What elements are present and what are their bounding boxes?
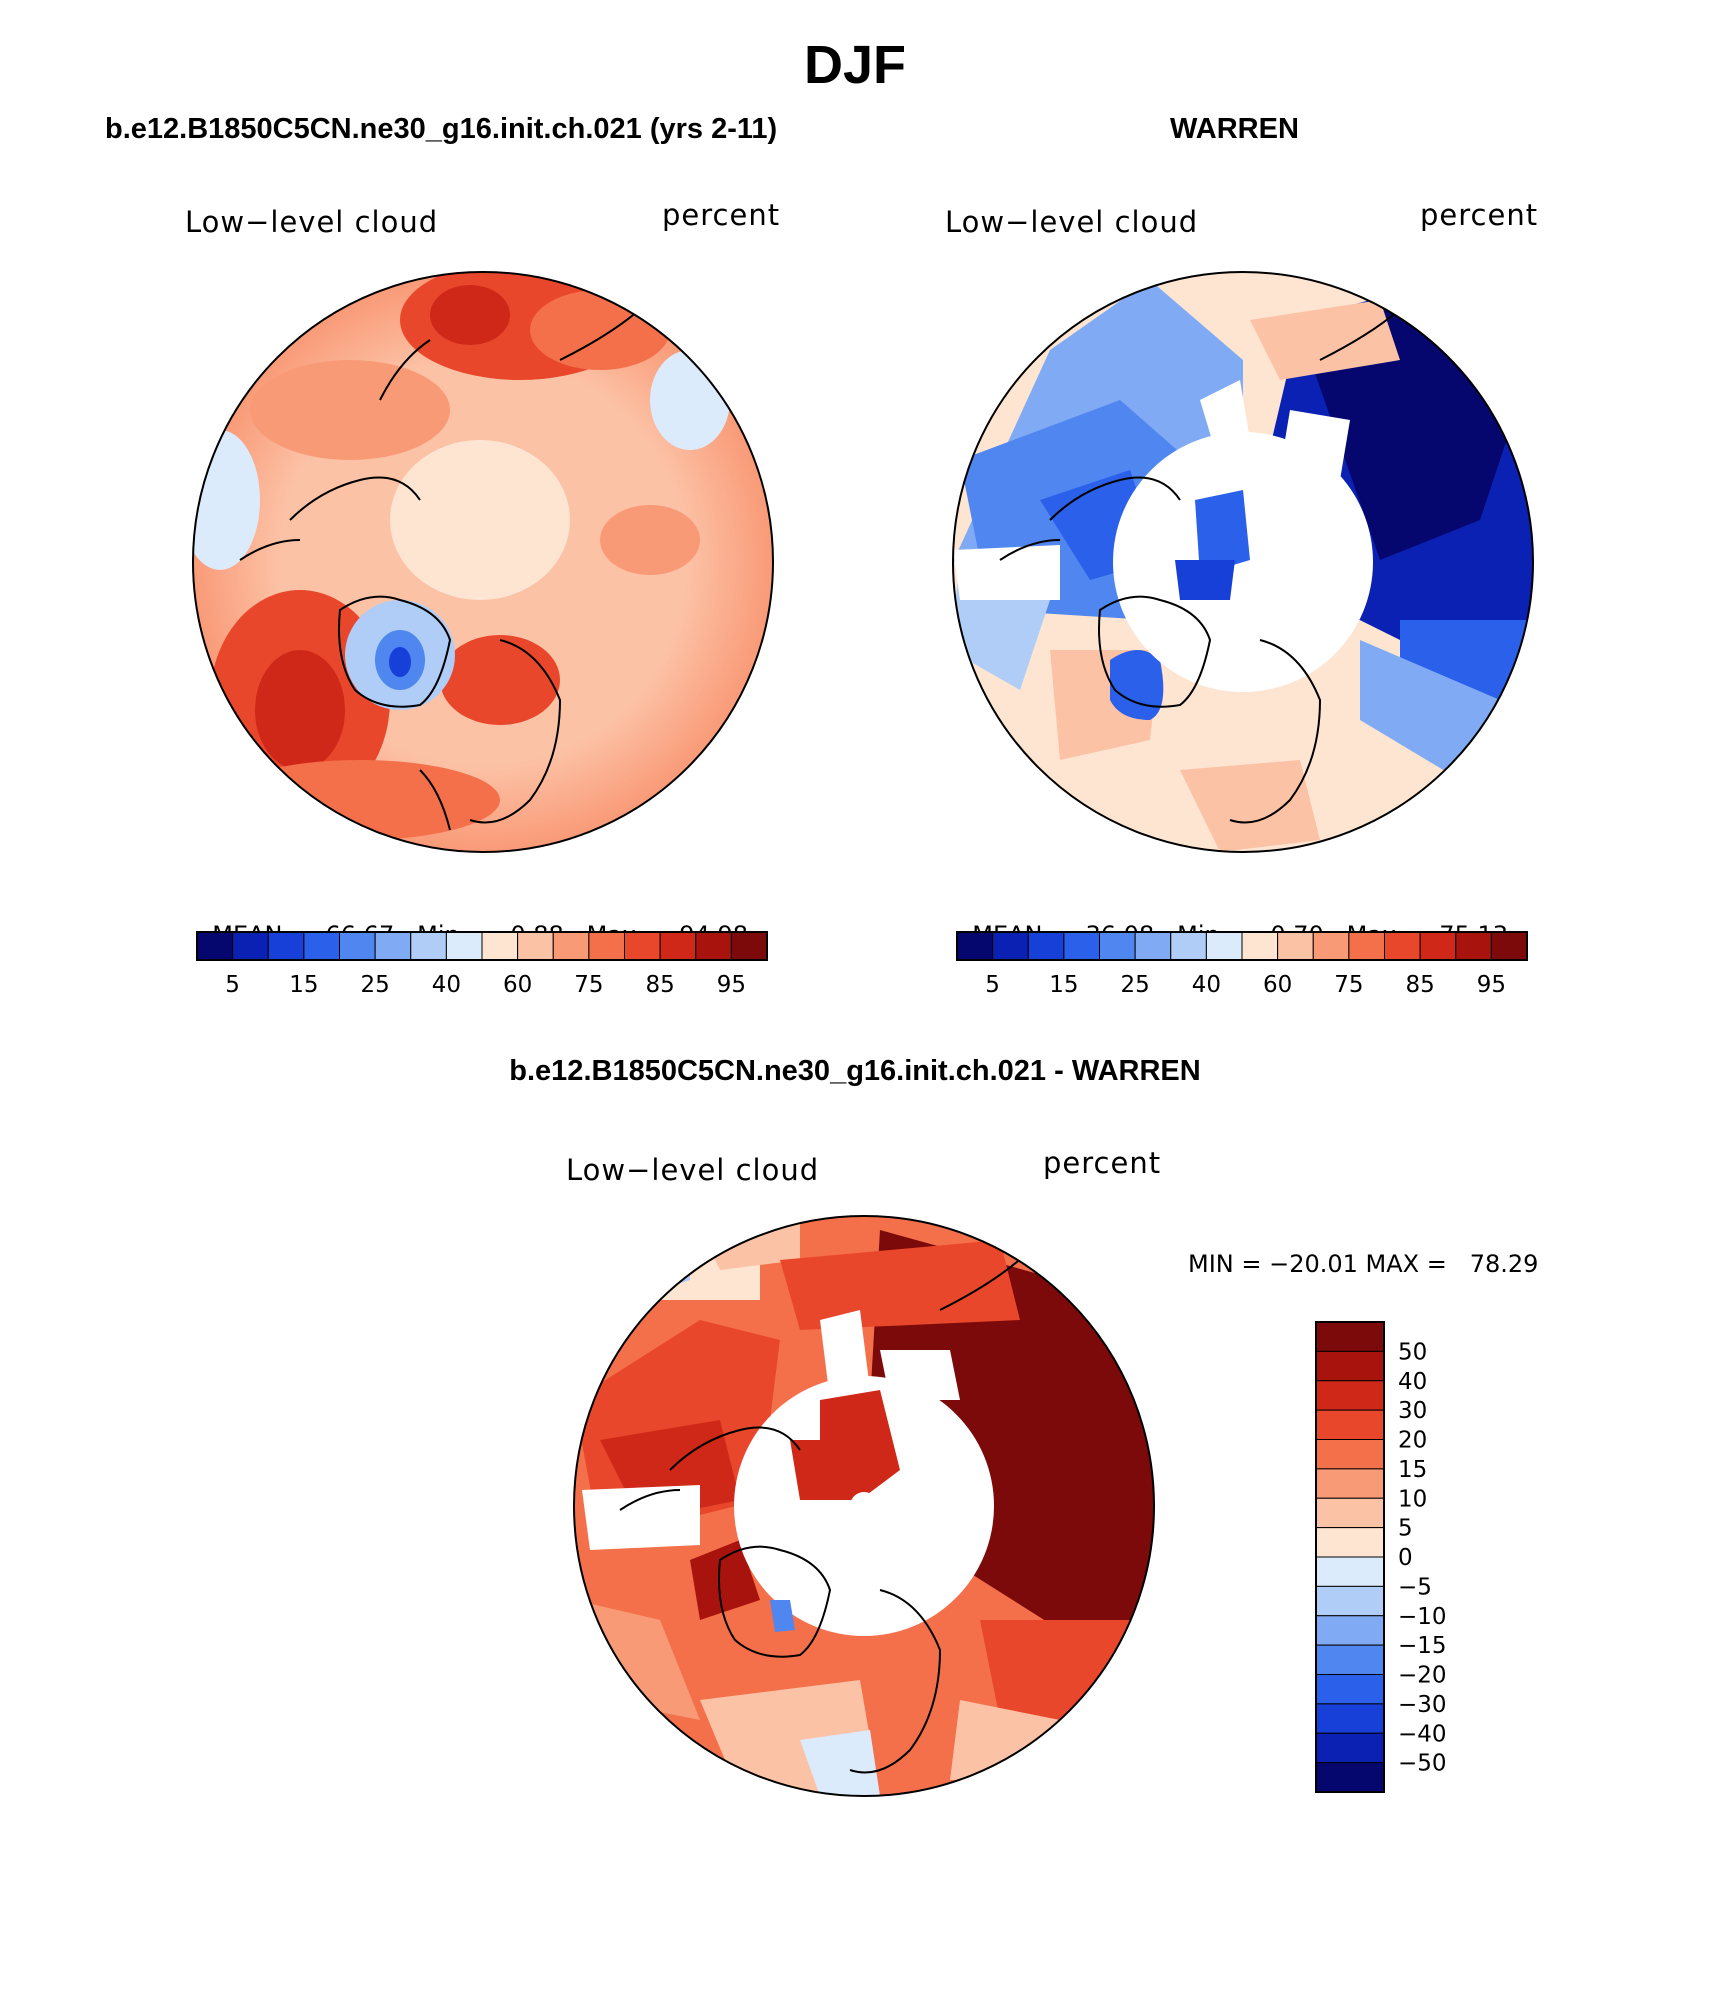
panel1-colorbar-swatch [730, 931, 768, 961]
panel2-colorbar-swatch [1241, 931, 1279, 961]
panel2-colorbar-swatch [1099, 931, 1136, 961]
panel3-colorbar-swatch [1315, 1762, 1385, 1793]
panel3-colorbar-swatch [1315, 1703, 1385, 1734]
panel3-colorbar-swatch [1315, 1556, 1385, 1587]
panel3-min-max: MIN = −20.01 MAX = 78.29 [1188, 1250, 1539, 1278]
figure-title: DJF [803, 35, 906, 95]
panel3-colorbar-tick-label: 15 [1398, 1457, 1427, 1483]
panel3-colorbar-tick-label: −20 [1398, 1663, 1447, 1689]
panel1-colorbar-swatch [552, 931, 590, 961]
panel1-colorbar-tick-label: 15 [289, 972, 318, 998]
panel2-colorbar-tick-label: 85 [1405, 972, 1434, 998]
panel3-colorbar-tick-label: 0 [1398, 1545, 1413, 1571]
panel1-colorbar-swatch [445, 931, 483, 961]
panel2-colorbar-swatch [1384, 931, 1421, 961]
panel2-colorbar-swatch [1277, 931, 1314, 961]
panel1-colorbar-swatch [267, 931, 305, 961]
panel1-colorbar-tick-label: 25 [360, 972, 389, 998]
panel2-colorbar-swatch [1027, 931, 1065, 961]
panel3-colorbar-tick-label: 10 [1398, 1486, 1427, 1512]
panel1-colorbar-swatch [374, 931, 412, 961]
panel1-colorbar-tick-label: 75 [574, 972, 603, 998]
panel3-colorbar-frame [1315, 1321, 1385, 1793]
panel2-colorbar: 5 15 25 40 60 75 85 95 [956, 931, 1528, 998]
panel1-colorbar-swatch [695, 931, 732, 961]
panel3-colorbar-tick-label: −40 [1398, 1721, 1447, 1747]
panel1-colorbar-frame [196, 931, 768, 961]
panel1-units-label: percent [662, 198, 781, 232]
panel2-colorbar-tick-label: 40 [1192, 972, 1221, 998]
panel3-colorbar-tick-label: 30 [1398, 1398, 1427, 1424]
panel3-colorbar-swatch [1315, 1732, 1385, 1764]
panel3-variable-label: Low−level cloud [566, 1153, 820, 1187]
panel3-colorbar-tick-label: −5 [1398, 1574, 1432, 1600]
panel2-colorbar-swatch [1419, 931, 1457, 961]
panel1-colorbar-swatch [588, 931, 625, 961]
panel2-colorbar-swatch [992, 931, 1029, 961]
panel1-colorbar-swatch [481, 931, 519, 961]
panel2-colorbar-swatch [1063, 931, 1100, 961]
panel1-colorbar-swatch [232, 931, 269, 961]
panel2-colorbar-swatch [956, 931, 994, 961]
panel3-colorbar-tick-label: 40 [1398, 1369, 1427, 1395]
panel2-colorbar-swatch [1134, 931, 1172, 961]
panel2-colorbar-swatch [1312, 931, 1350, 961]
panel3-colorbar-swatch [1315, 1674, 1385, 1705]
panel3-colorbar-swatch [1315, 1468, 1385, 1499]
panel3-colorbar-swatch [1315, 1497, 1385, 1529]
panel1-colorbar-swatch [196, 931, 234, 961]
panel2-colorbar-tick-label: 75 [1334, 972, 1363, 998]
panel2-colorbar-swatch [1205, 931, 1243, 961]
panel2-colorbar-swatch [1348, 931, 1385, 961]
panel2-colorbar-swatch [1170, 931, 1207, 961]
panel3-colorbar-swatch [1315, 1439, 1385, 1470]
panel3-colorbar-swatch [1315, 1380, 1385, 1411]
panel3-colorbar-swatch [1315, 1585, 1385, 1617]
panel2-colorbar-frame [956, 931, 1528, 961]
panel2-colorbar-tick-label: 15 [1049, 972, 1078, 998]
panel2-variable-label: Low−level cloud [945, 205, 1199, 239]
panel3-units-label: percent [1043, 1146, 1162, 1180]
panel1-colorbar-swatch [303, 931, 340, 961]
panel3-colorbar-tick-label: −10 [1398, 1604, 1447, 1630]
panel3-colorbar-tick-label: −50 [1398, 1751, 1447, 1777]
panel1-colorbar-tick-label: 5 [225, 972, 240, 998]
panel2-units-label: percent [1420, 198, 1539, 232]
panel1-colorbar-tick-label: 40 [432, 972, 461, 998]
panel1-colorbar: 5 15 25 40 60 75 85 95 [196, 931, 768, 998]
panel1-colorbar-tick-label: 95 [717, 972, 746, 998]
panel2-colorbar-tick-label: 95 [1477, 972, 1506, 998]
panel1-variable-label: Low−level cloud [185, 205, 439, 239]
panel1-colorbar-swatch [339, 931, 376, 961]
panel3-colorbar-swatch [1315, 1350, 1385, 1382]
panel3-colorbar-swatch [1315, 1321, 1385, 1352]
panel3-colorbar-swatch [1315, 1644, 1385, 1675]
panel3-colorbar-swatch [1315, 1615, 1385, 1646]
panel3-colorbar-swatch [1315, 1527, 1385, 1558]
panel3-title: b.e12.B1850C5CN.ne30_g16.init.ch.021 - W… [509, 1055, 1201, 1087]
panel1-colorbar-swatch [659, 931, 697, 961]
panel2-colorbar-tick-label: 60 [1263, 972, 1292, 998]
panel2-colorbar-tick-label: 5 [985, 972, 1000, 998]
panel3-colorbar-tick-label: −15 [1398, 1633, 1447, 1659]
panel3-colorbar-swatch [1315, 1409, 1385, 1440]
panel3-colorbar-tick-label: 5 [1398, 1516, 1413, 1542]
panel3-colorbar-tick-label: 20 [1398, 1428, 1427, 1454]
panel1-colorbar-swatch [624, 931, 661, 961]
panel2-title: WARREN [1170, 113, 1299, 145]
panel2-colorbar-tick-label: 25 [1120, 972, 1149, 998]
panel2-colorbar-swatch [1455, 931, 1492, 961]
panel1-colorbar-tick-label: 60 [503, 972, 532, 998]
panel2-colorbar-swatch [1490, 931, 1528, 961]
panel1-colorbar-swatch [410, 931, 447, 961]
panel1-colorbar-swatch [517, 931, 554, 961]
panel1-title: b.e12.B1850C5CN.ne30_g16.init.ch.021 (yr… [105, 113, 778, 145]
panel1-colorbar-tick-label: 85 [645, 972, 674, 998]
panel3-colorbar-tick-label: −30 [1398, 1692, 1447, 1718]
panel3-colorbar-tick-label: 50 [1398, 1339, 1427, 1365]
